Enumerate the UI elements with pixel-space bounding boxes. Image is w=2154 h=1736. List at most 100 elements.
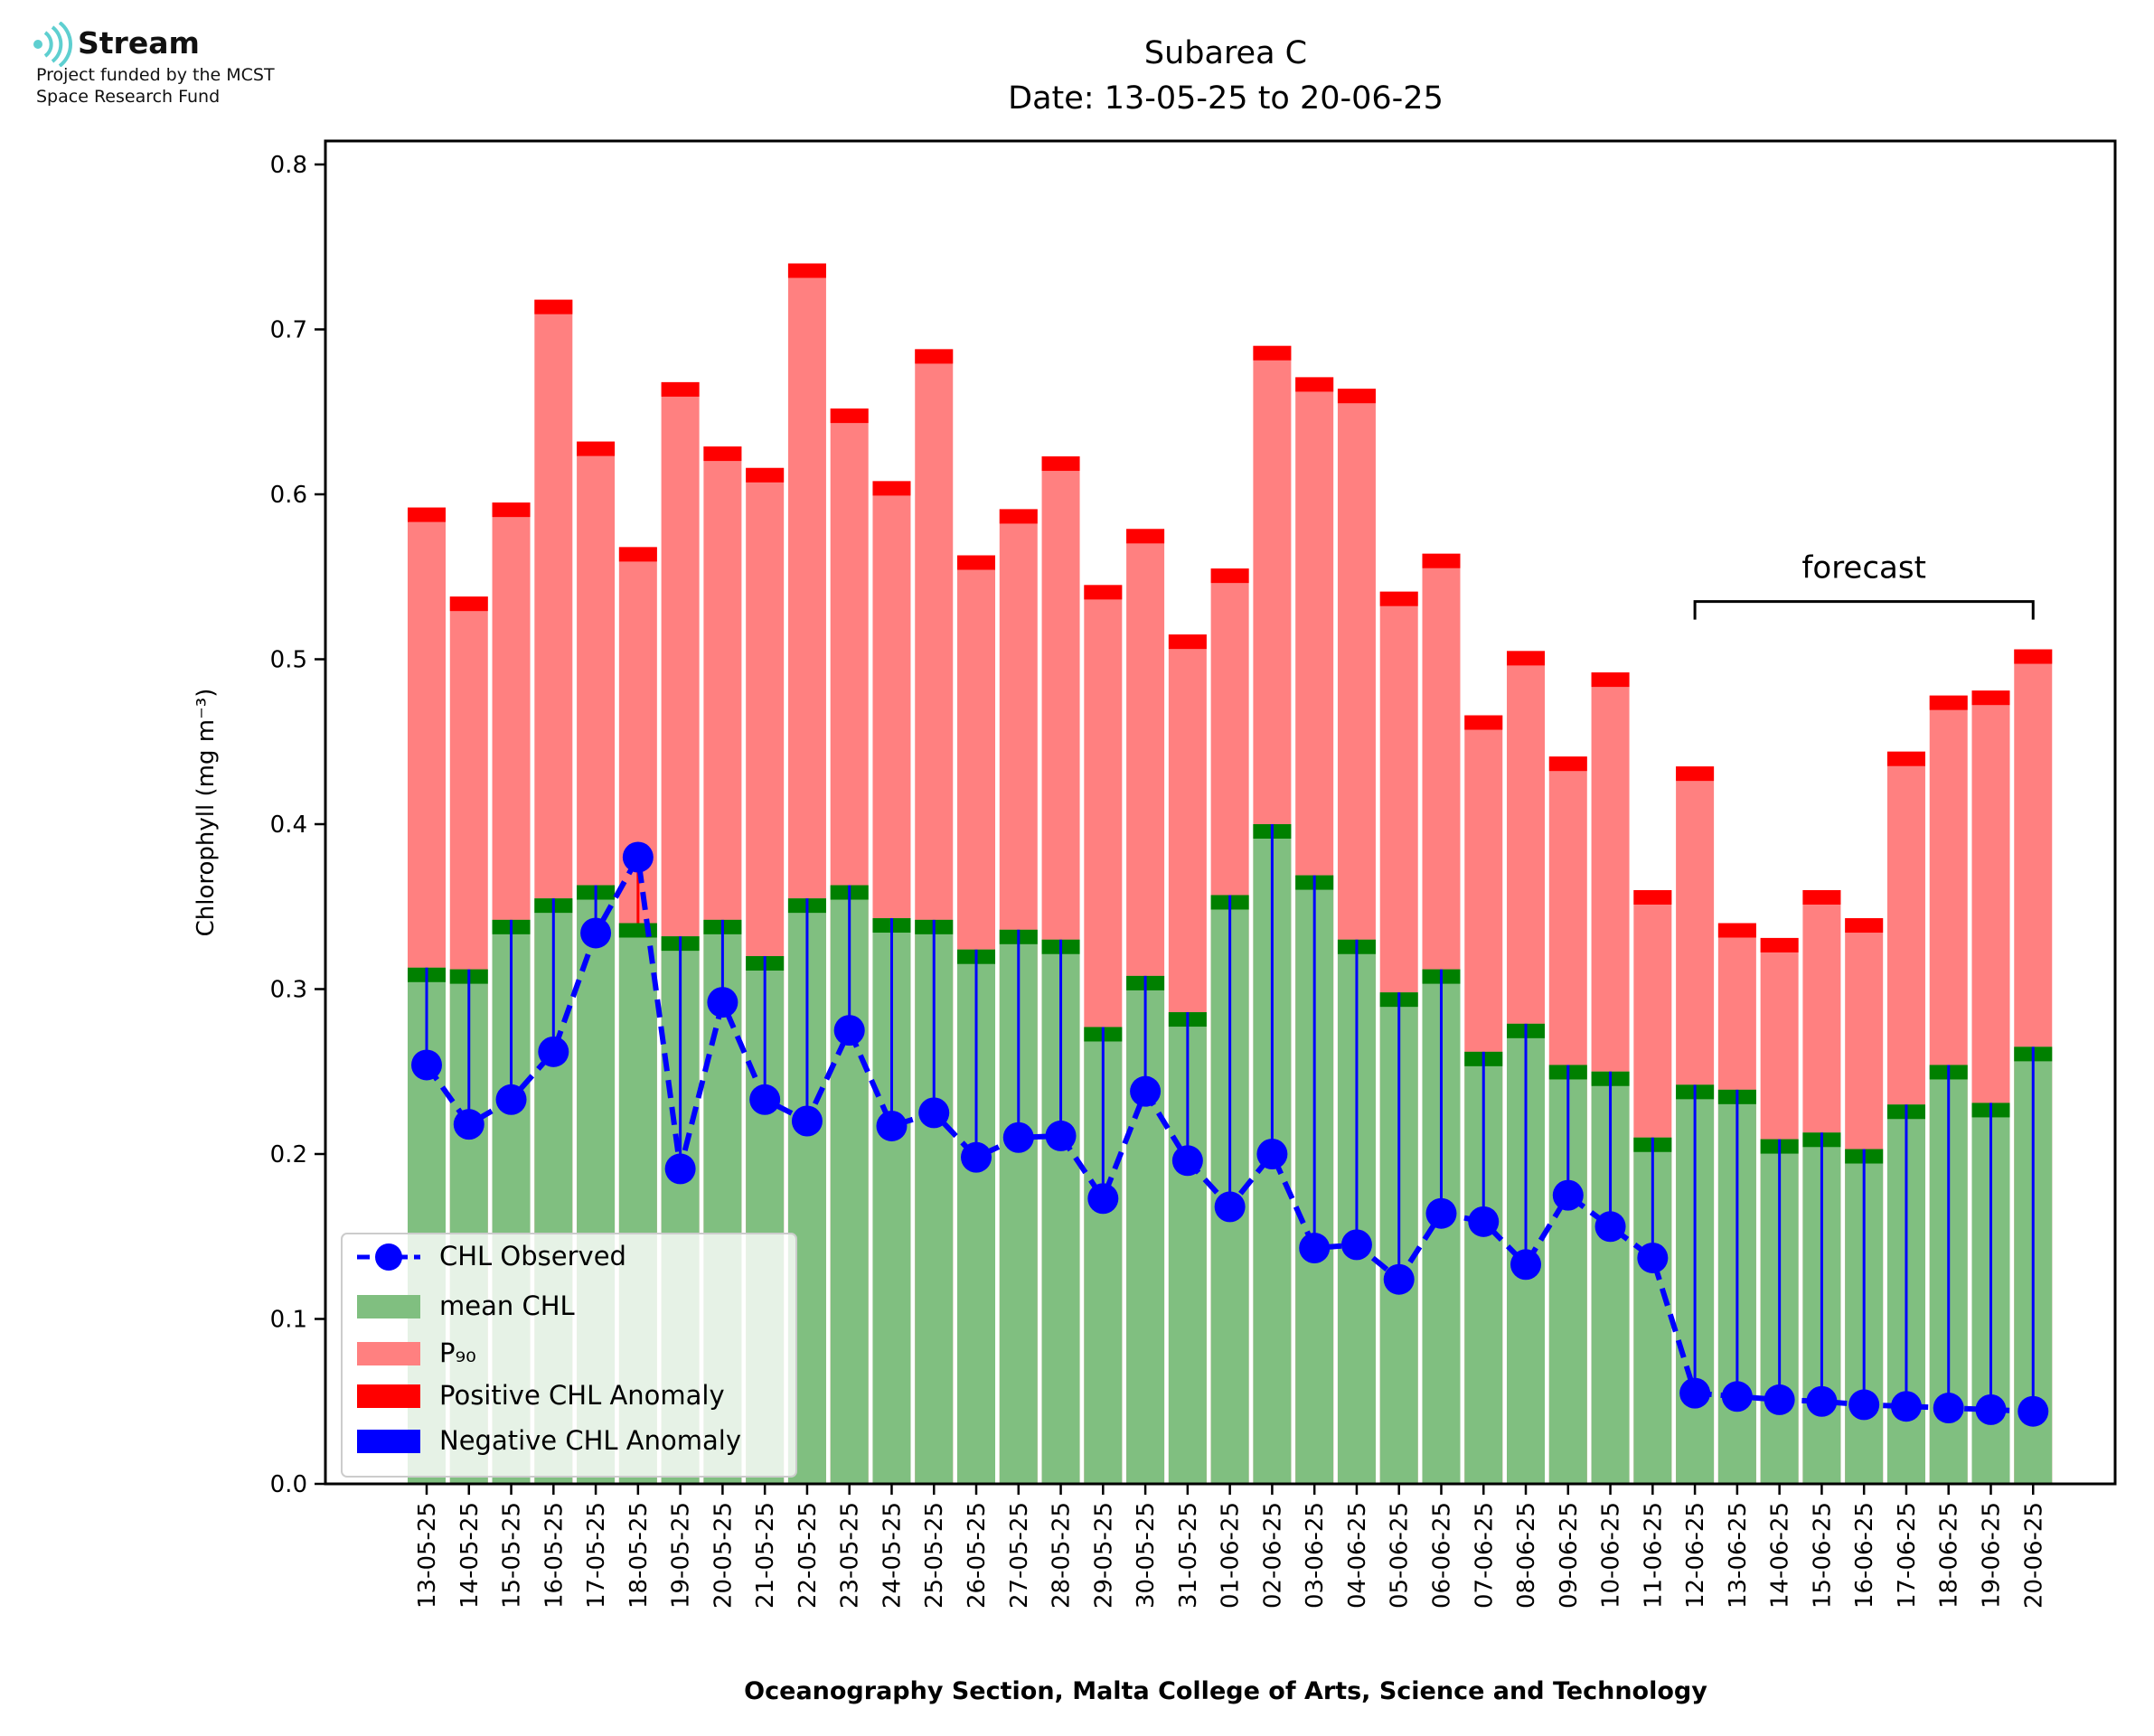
observed-point [1171,1145,1203,1177]
observed-point [495,1084,527,1115]
x-tick-label: 19-05-25 [668,1502,695,1609]
observed-point [1764,1384,1795,1415]
p90-cap [1337,389,1376,404]
p90-cap [957,555,996,570]
observed-point [1340,1229,1372,1261]
observed-point [538,1036,569,1067]
legend-p90-swatch [357,1342,420,1365]
p90-cap [577,441,616,456]
p90-cap [1464,715,1503,730]
observed-point [749,1084,781,1115]
x-tick-label: 19-06-25 [1978,1502,2005,1609]
x-tick-label: 30-05-25 [1133,1502,1160,1609]
stream-logo: Stream Project funded by the MCST Space … [33,22,358,121]
x-tick-label: 15-05-25 [499,1502,526,1609]
observed-point [622,841,654,873]
p90-cap [999,509,1038,524]
p90-cap [1210,568,1249,584]
legend-item-p90: P₉₀ [357,1337,476,1368]
observed-point [1890,1391,1922,1422]
p90-cap [1295,377,1334,392]
legend-frame [341,1233,797,1478]
observed-point [411,1049,442,1081]
observed-point [1130,1075,1162,1107]
x-tick-label: 27-05-25 [1006,1502,1033,1609]
logo-funding-line-1: Project funded by the MCST [36,65,275,85]
x-tick-label: 22-05-25 [795,1502,822,1609]
observed-point [707,987,738,1018]
legend-label-negative: Negative CHL Anomaly [439,1425,741,1456]
observed-point [1214,1191,1246,1223]
observed-point [1256,1139,1288,1169]
p90-cap [1168,634,1207,650]
legend-label-p90: P₉₀ [439,1337,476,1368]
x-tick-label: 21-05-25 [752,1502,779,1609]
p90-cap [1422,553,1461,568]
x-tick-label: 25-05-25 [921,1502,948,1609]
p90-cap [1126,529,1165,544]
legend-item-positive-anomaly: Positive CHL Anomaly [357,1380,725,1411]
observed-point [1425,1197,1457,1229]
x-tick-label: 17-05-25 [583,1502,610,1609]
p90-cap [1084,585,1123,600]
x-tick-label: 31-05-25 [1175,1502,1202,1609]
p90-cap [1548,756,1587,772]
forecast-label: forecast [1801,550,1926,586]
p90-cap [1507,651,1546,666]
x-tick-label: 10-06-25 [1598,1502,1625,1609]
observed-point [833,1015,865,1046]
p90-cap [661,381,700,397]
x-tick-label: 14-05-25 [456,1502,484,1609]
x-tick-label: 08-06-25 [1513,1502,1540,1609]
observed-point [1510,1249,1542,1281]
observed-point [1552,1179,1584,1211]
legend: CHL Observed mean CHL P₉₀ Positive CHL A… [341,1233,797,1478]
p90-cap [872,481,911,496]
p90-cap [1802,890,1841,905]
legend-label-positive: Positive CHL Anomaly [439,1380,725,1411]
legend-observed-marker [375,1243,402,1271]
y-tick-label: 0.6 [270,482,307,509]
x-tick-label: 05-06-25 [1387,1502,1414,1609]
p90-cap [1591,672,1630,688]
x-tick-label: 04-06-25 [1344,1502,1371,1609]
x-tick-label: 14-06-25 [1767,1502,1794,1609]
observed-point [1383,1263,1415,1295]
x-tick-label: 01-06-25 [1218,1502,1245,1609]
p90-cap [1379,591,1418,606]
x-tick-label: 13-06-25 [1725,1502,1752,1609]
x-tick-label: 23-05-25 [837,1502,864,1609]
forecast-annotation: forecast [1693,550,2035,620]
x-tick-label: 06-06-25 [1428,1502,1455,1609]
chart-title: Subarea C [1144,35,1307,71]
y-tick-label: 0.0 [270,1471,307,1498]
plot-frame [324,139,2117,1486]
legend-item-mean: mean CHL [357,1290,575,1321]
p90-cap [1717,923,1756,938]
observed-point [1087,1183,1119,1215]
logo-funding-line-2: Space Research Fund [36,87,221,107]
legend-positive-swatch [357,1384,420,1408]
p90-cap [915,349,954,364]
observed-point [791,1105,823,1137]
x-tick-label: 20-05-25 [710,1502,737,1609]
x-tick-label: 29-05-25 [1090,1502,1117,1609]
p90-cap [2014,649,2053,664]
observed-point [453,1109,484,1140]
y-tick-label: 0.8 [270,152,307,179]
axes-layer: 0.0 0.1 0.2 0.3 0.4 0.5 0.6 0.7 0.8 13-05-25 14-05… [270,139,2117,1609]
y-tick-label: 0.1 [270,1307,307,1334]
p90-cap [830,408,869,424]
legend-item-observed: CHL Observed [357,1241,626,1272]
chart-subtitle: Date: 13-05-25 to 20-06-25 [1008,80,1444,117]
legend-negative-swatch [357,1430,420,1453]
p90-cap [746,467,785,483]
observed-point [2018,1395,2049,1427]
p90-cap [534,299,573,314]
legend-item-negative-anomaly: Negative CHL Anomaly [357,1425,741,1456]
x-tick-label: 18-06-25 [1936,1502,1963,1609]
p90-cap [1929,695,1968,710]
y-tick-label: 0.3 [270,977,307,1004]
p90-cap [1676,766,1715,782]
x-tick-label: 28-05-25 [1049,1502,1076,1609]
